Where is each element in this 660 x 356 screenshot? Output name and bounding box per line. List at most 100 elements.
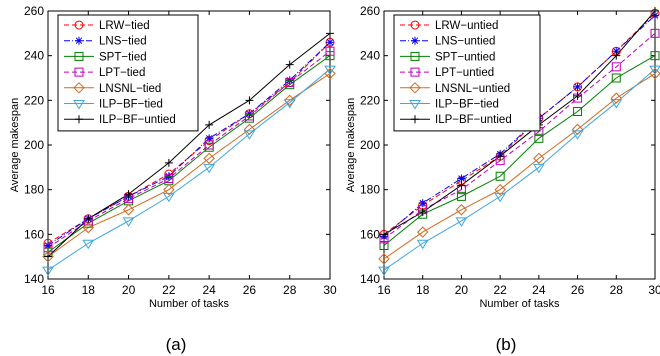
legend-marker [410, 51, 420, 61]
plot-series [48, 32, 330, 271]
data-point [380, 230, 388, 239]
data-point [612, 51, 621, 60]
y-tick-label: 140 [24, 272, 44, 286]
data-point [650, 28, 660, 38]
y-tick-label: 180 [24, 183, 44, 197]
legend-label: LNSNL−untied [435, 83, 510, 95]
legend-marker [74, 67, 84, 77]
y-axis-label: Average makespan [9, 98, 21, 193]
data-point [418, 208, 427, 216]
y-tick-label: 240 [360, 49, 380, 63]
data-point [324, 67, 336, 80]
legend-label: LNSNL−tied [99, 83, 161, 95]
data-point [42, 266, 54, 277]
data-point [495, 171, 505, 181]
data-point [494, 183, 506, 196]
data-point [611, 73, 621, 83]
legend-marker [74, 20, 84, 30]
legend-label: LPT−tied [99, 67, 145, 79]
data-point [534, 133, 544, 143]
legend-label: ILP−BF−untied [435, 114, 512, 126]
y-tick-label: 220 [360, 93, 380, 107]
x-tick-label: 16 [377, 283, 391, 297]
data-point [326, 29, 334, 38]
data-point [243, 130, 256, 140]
data-point [205, 120, 214, 129]
x-tick-label: 26 [243, 283, 257, 297]
data-point [378, 266, 390, 277]
y-tick-label: 160 [24, 227, 44, 241]
data-point [42, 250, 54, 263]
data-point [651, 7, 659, 15]
x-tick-label: 22 [493, 283, 507, 297]
data-point [122, 217, 135, 227]
data-point [124, 190, 133, 199]
legend [57, 14, 199, 132]
data-point [164, 174, 174, 183]
data-point [649, 67, 660, 80]
plot-series [384, 11, 655, 271]
data-point [650, 51, 660, 61]
series-line [48, 50, 330, 249]
data-point [496, 152, 505, 161]
data-point [163, 183, 175, 196]
x-tick-label: 26 [571, 283, 585, 297]
y-tick-label: 220 [24, 93, 44, 107]
data-point [417, 226, 429, 238]
series-line [384, 73, 655, 260]
series-line [48, 68, 330, 271]
data-point [379, 241, 389, 250]
data-point [285, 60, 294, 69]
data-point [44, 252, 52, 261]
series-line [384, 11, 655, 235]
legend-marker [409, 100, 421, 110]
series-line [48, 41, 330, 244]
legend-label: SPT−tied [99, 51, 147, 63]
data-point [164, 158, 173, 167]
y-tick-label: 200 [24, 138, 44, 152]
legend-label: LPT−untied [435, 67, 494, 79]
chart-panel-a: 16 18 20 22 24 26 28 30 140 160 180 200 220 240 260 Num… [9, 4, 337, 354]
data-point [285, 77, 295, 87]
series-line [48, 55, 330, 253]
data-point [245, 96, 254, 105]
data-point [651, 11, 659, 20]
series-line [384, 55, 655, 246]
y-tick-label: 140 [360, 272, 380, 286]
data-point [243, 123, 256, 136]
legend-label: SPT−untied [435, 51, 495, 63]
data-point [455, 217, 468, 227]
data-point [571, 130, 584, 140]
legend [393, 14, 541, 132]
x-tick-label: 18 [82, 283, 96, 297]
data-point [82, 239, 95, 250]
x-tick-label: 28 [283, 283, 297, 297]
data-point [203, 152, 215, 165]
x-tick-label: 30 [648, 283, 660, 297]
data-point [284, 94, 296, 107]
data-point [457, 174, 466, 183]
data-point [571, 123, 584, 136]
y-tick-label: 200 [360, 138, 380, 152]
legend-marker [409, 82, 421, 94]
series-line [384, 68, 655, 271]
data-point [325, 46, 335, 56]
data-point [84, 214, 93, 223]
data-point [418, 199, 427, 208]
data-point [378, 253, 390, 265]
legend-marker [411, 115, 419, 124]
legend-label: LNS−untied [435, 36, 495, 48]
y-tick-label: 260 [360, 4, 380, 18]
data-point [573, 82, 582, 91]
data-point [324, 65, 336, 76]
data-point [573, 91, 582, 100]
legend-marker [75, 36, 83, 45]
data-point [82, 221, 94, 234]
series-line [384, 15, 655, 237]
y-tick-label: 260 [24, 4, 44, 18]
data-point [416, 239, 429, 250]
series-line [48, 32, 330, 258]
data-point [610, 92, 622, 104]
y-tick-label: 240 [24, 49, 44, 63]
x-tick-label: 24 [202, 283, 216, 297]
